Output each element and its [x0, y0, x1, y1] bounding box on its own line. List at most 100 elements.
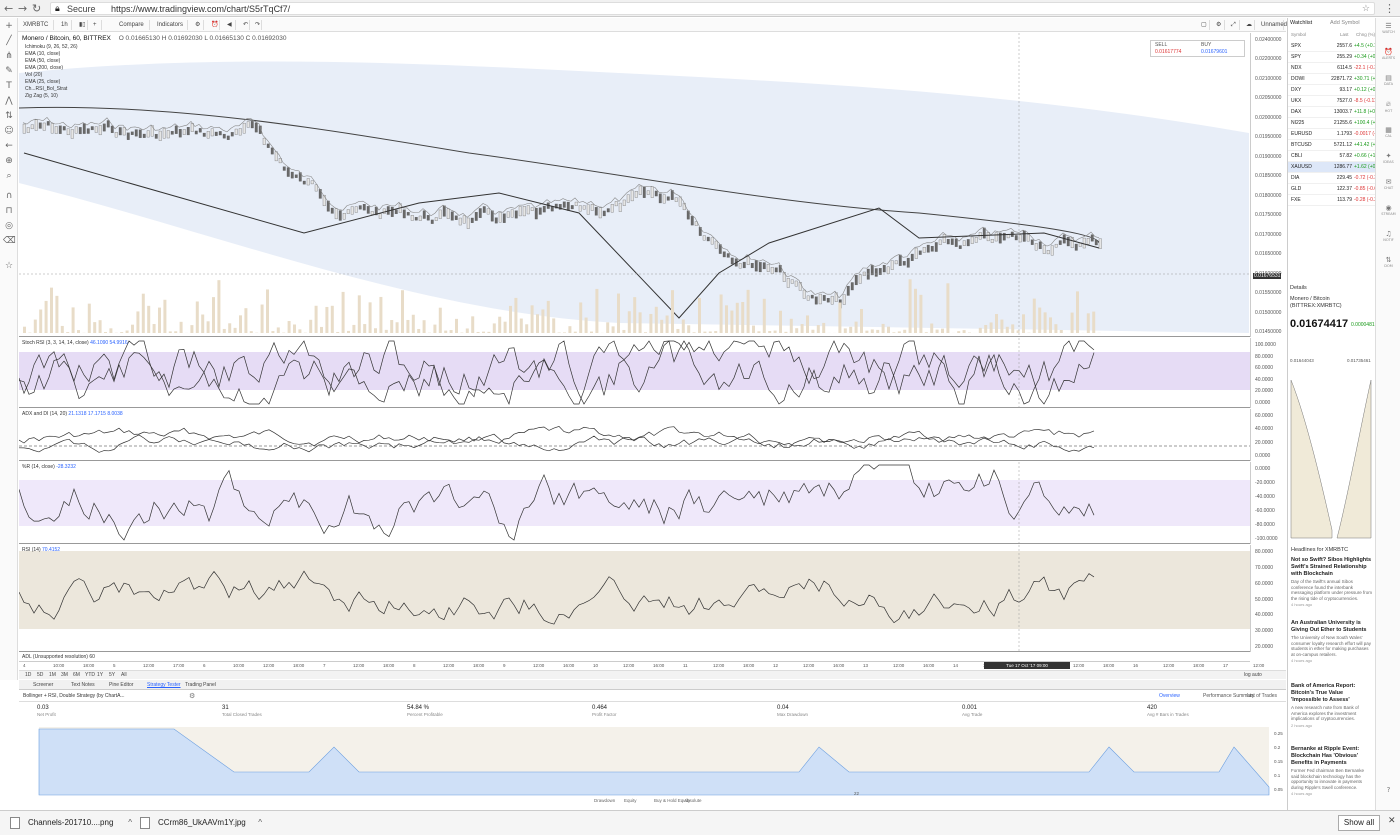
col-change[interactable]: Chng (%) [1356, 32, 1376, 37]
adx-pane[interactable]: ADX and DI (14, 20) 21.1318 17.1715 8.00… [19, 409, 1250, 461]
watchlist-row[interactable]: SPX 2557.6 +4.5 (+0.18%) [1288, 41, 1386, 52]
sell-price[interactable]: 0.01617774 [1155, 49, 1182, 55]
text-icon[interactable]: T [6, 81, 12, 91]
watchlist-row[interactable]: UKX 7527.0 -8.5 (-0.11%) [1288, 96, 1383, 107]
add-symbol-button[interactable]: Add Symbol [1330, 20, 1360, 26]
bottom-tab[interactable]: Trading Panel [185, 682, 216, 688]
download-item[interactable]: Channels-201710....png ^ [6, 815, 132, 831]
adl-pane[interactable]: ADL (Unsupported resolution) 60 [19, 653, 1250, 661]
watchlist-row[interactable]: DXY 93.17 +0.12 (+0.13%) [1288, 85, 1388, 96]
pitchfork-icon[interactable]: ⋔ [5, 51, 13, 61]
streams-icon[interactable]: ◉ STREAM [1381, 204, 1396, 216]
back-icon[interactable]: ← [4, 2, 14, 15]
watchlist-row[interactable]: DOWI 22871.72 +30.71 (+0.13%) [1288, 74, 1391, 85]
indicators-button[interactable]: Indicators [154, 20, 188, 30]
alerts-icon[interactable]: ⏰ ALERTS [1381, 48, 1396, 60]
help-icon[interactable]: ? [1386, 786, 1391, 794]
watchlist-row[interactable]: SPY 255.29 +0.34 (+0.13%) [1288, 52, 1388, 63]
price-axis[interactable]: 0.02400000 0.02200000 0.02100000 0.02050000… [1250, 33, 1286, 337]
view-tab[interactable]: Overview [1159, 693, 1180, 699]
watchlist-row[interactable]: XAUUSD 1286.77 +1.62 (+0.08%) [1288, 162, 1388, 173]
watchlist-row[interactable]: FXE 113.79 -0.28 (-0.25%) [1288, 195, 1386, 206]
crosshair-icon[interactable]: + [5, 21, 13, 31]
buy-sell-widget[interactable]: SELL 0.01617774 BUY 0.01679601 [1150, 40, 1245, 57]
range-button[interactable]: 1D [25, 672, 32, 678]
symbol-search[interactable]: XMRBTC [20, 20, 54, 30]
headline-title[interactable]: An Australian University is Giving Out E… [1291, 620, 1367, 633]
indicator-label[interactable]: Vol (20) [25, 72, 43, 78]
address-bar[interactable]: 🔒︎ Secure https://www.tradingview.com/ch… [50, 2, 1375, 15]
data-window-icon[interactable]: ▤ DATA [1383, 74, 1394, 86]
prediction-icon[interactable]: ⇅ [5, 111, 13, 121]
buy-label[interactable]: BUY [1201, 42, 1212, 48]
star-tool-icon[interactable]: ☆ [4, 261, 14, 271]
time-axis[interactable]: 4 10:00 18:00 5 12:00 17:00 6 10:00 12:00 18:00 7 1… [19, 661, 1264, 670]
show-all-button[interactable]: Show all [1338, 815, 1380, 831]
indicator-label[interactable]: Ch...RSI_Bol_Strat [25, 86, 68, 92]
headline-title[interactable]: Bernanke at Ripple Event: Blockchain Has… [1291, 746, 1360, 766]
indicator-label[interactable]: EMA (200, close) [25, 65, 64, 71]
watchlist-row[interactable]: DIA 229.45 -0.72 (-0.31%) [1288, 173, 1386, 184]
legend-item[interactable]: Absolute [684, 798, 702, 803]
fullscreen-icon[interactable]: ⤢ [1228, 20, 1240, 30]
back-arrow-icon[interactable]: ← [5, 141, 13, 151]
headline-title[interactable]: Bank of America Report: Bitcoin's True V… [1291, 683, 1356, 703]
watchlist-row[interactable]: DAX 13003.7 +11.8 (+0.09%) [1288, 107, 1388, 118]
range-button[interactable]: 5Y [109, 672, 116, 678]
trendline-icon[interactable]: ╱ [6, 36, 12, 46]
headline-title[interactable]: Not so Swift? Sibos Highlights Swift's S… [1291, 557, 1372, 577]
brush-icon[interactable]: ✎ [5, 66, 13, 76]
watchlist-row[interactable]: BTCUSD 5721.12 +41.42 (+0.73%) [1288, 140, 1391, 151]
legend-item[interactable]: Buy & Hold Equity [654, 798, 691, 803]
headline-item[interactable]: Not so Swift? Sibos Highlights Swift's S… [1291, 557, 1373, 607]
williams-r-pane[interactable]: %R (14, close) -28.3232 [19, 462, 1250, 544]
trash-icon[interactable]: ⌫ [3, 236, 16, 246]
range-button[interactable]: All [121, 672, 127, 678]
range-button[interactable]: 1M [49, 672, 56, 678]
templates-icon[interactable]: ⚙ [192, 20, 204, 30]
view-tab[interactable]: List of Trades [1247, 693, 1278, 699]
indicator-label[interactable]: Ichimoku (9, 26, 52, 26) [25, 44, 78, 50]
indicator-label[interactable]: EMA (10, close) [25, 51, 61, 57]
star-icon[interactable]: ☆ [1361, 3, 1370, 13]
chat-icon[interactable]: ✉ CHAT [1383, 178, 1394, 190]
order-panel-icon[interactable]: ⇅ DOM [1384, 256, 1393, 268]
interval-select[interactable]: 1h [58, 20, 72, 30]
watchlist-row[interactable]: EURUSD 1.1793 -0.0017 (-0.15%) [1288, 129, 1392, 140]
watchlist-row[interactable]: NI225 21255.6 +100.4 (+0.47%) [1288, 118, 1391, 129]
stoch-rsi-pane[interactable]: Stoch RSI (3, 3, 14, 14, close) 46.1090 … [19, 338, 1250, 408]
buy-price[interactable]: 0.01679601 [1201, 49, 1228, 55]
icons-icon[interactable]: ☺ [4, 126, 14, 136]
undo-icon[interactable]: ↶ [240, 20, 250, 30]
watchlist-row[interactable]: NDX 6114.5 -22.1 (-0.36%) [1288, 63, 1386, 74]
compare-button[interactable]: Compare [116, 20, 150, 30]
range-button[interactable]: 5D [37, 672, 44, 678]
ideas-icon[interactable]: ✦ IDEAS [1383, 152, 1394, 164]
zoom-icon[interactable]: ⌕ [6, 171, 12, 181]
legend-item[interactable]: Equity [624, 798, 637, 803]
url-text[interactable]: https://www.tradingview.com/chart/S5rTqC… [111, 4, 291, 14]
replay-icon[interactable]: ◀ [224, 20, 236, 30]
range-button[interactable]: 3M [61, 672, 68, 678]
range-button[interactable]: YTD [85, 672, 95, 678]
col-last[interactable]: Last [1340, 32, 1349, 37]
indicator-label[interactable]: EMA (50, close) [25, 58, 61, 64]
indicator-label[interactable]: EMA (25, close) [25, 79, 61, 85]
strategy-name[interactable]: Bollinger + RSI, Double Strategy (by Cha… [23, 693, 125, 699]
col-symbol[interactable]: Symbol [1291, 32, 1307, 37]
bottom-tab[interactable]: Pine Editor [109, 682, 134, 688]
magnet-icon[interactable]: ∩ [5, 191, 13, 201]
reload-icon[interactable]: ↻ [32, 2, 42, 15]
bottom-tab[interactable]: Strategy Tester [147, 682, 181, 688]
headline-item[interactable]: Bank of America Report: Bitcoin's True V… [1291, 683, 1373, 728]
strategy-settings-icon[interactable]: ⚙ [189, 693, 196, 700]
hotlist-icon[interactable]: 🔥︎ HOT [1384, 100, 1393, 113]
rsi-pane[interactable]: RSI (14) 70.4152 [19, 545, 1250, 652]
alert-icon[interactable]: ⏰ [208, 20, 220, 30]
unnamed-layout[interactable]: Unnamed [1258, 20, 1287, 30]
bottom-tab[interactable]: Screener [33, 682, 54, 688]
chevron-up-icon[interactable]: ^ [128, 818, 132, 827]
sell-label[interactable]: SELL [1155, 42, 1168, 48]
redo-icon[interactable]: ↷ [252, 20, 262, 30]
range-button[interactable]: 6M [73, 672, 80, 678]
